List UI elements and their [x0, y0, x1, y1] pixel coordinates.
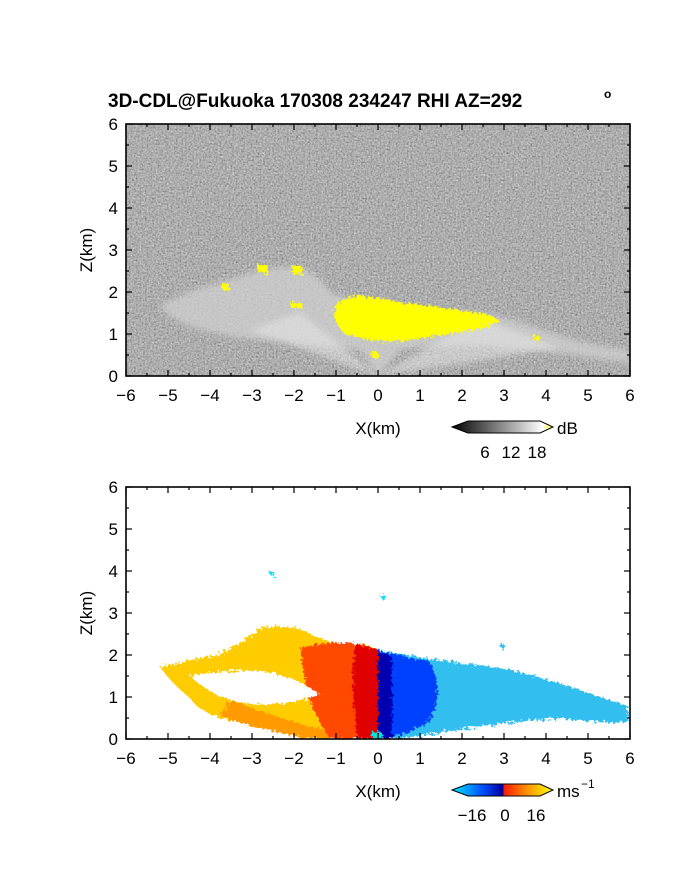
x-tick-label: −5 [158, 386, 177, 405]
x-tick-label: 3 [499, 386, 508, 405]
velocity-colorbar-tick: −16 [458, 806, 487, 825]
y-tick-label: 5 [109, 520, 118, 539]
velocity-panel: −6 −5 −4 −3 −2 −1 0 1 2 3 4 5 6 0 1 2 3 4 5 6 X(km) Z(km) m… [77, 478, 635, 825]
x-tick-label: −3 [242, 386, 261, 405]
x-tick-label: 1 [415, 749, 424, 768]
x-tick-label: −1 [326, 386, 345, 405]
y-tick-label: 0 [109, 730, 118, 749]
y-tick-label: 0 [109, 367, 118, 386]
velocity-isolated-pixel [270, 572, 275, 576]
intensity-colorbar-unit: dB [557, 419, 578, 438]
x-tick-label: −6 [116, 386, 135, 405]
x-tick-label: 0 [373, 386, 382, 405]
x-tick-label: 4 [541, 386, 550, 405]
x-tick-label: 6 [625, 386, 634, 405]
velocity-isolated-pixel [381, 595, 386, 599]
y-tick-label: 2 [109, 283, 118, 302]
title-degree-sup: o [604, 87, 611, 101]
velocity-colorbar-unit-sup: −1 [581, 777, 595, 791]
velocity-y-axis-label: Z(km) [77, 591, 96, 635]
intensity-x-axis-label: X(km) [355, 419, 400, 438]
y-tick-label: 1 [109, 688, 118, 707]
y-tick-label: 1 [109, 325, 118, 344]
velocity-receding-region [372, 650, 628, 739]
velocity-colorbar: ms −1 −16 0 16 [450, 777, 595, 825]
x-tick-label: −1 [326, 749, 345, 768]
y-tick-label: 3 [109, 241, 118, 260]
x-tick-label: −2 [284, 386, 303, 405]
y-tick-label: 2 [109, 646, 118, 665]
x-tick-label: 2 [457, 386, 466, 405]
velocity-x-axis-label: X(km) [355, 782, 400, 801]
x-tick-label: 2 [457, 749, 466, 768]
x-tick-label: −2 [284, 749, 303, 768]
x-tick-label: −3 [242, 749, 261, 768]
intensity-core [222, 265, 540, 358]
intensity-y-axis-label: Z(km) [77, 228, 96, 272]
y-tick-label: 6 [109, 478, 118, 497]
y-tick-label: 4 [109, 199, 118, 218]
x-tick-label: 0 [373, 749, 382, 768]
x-tick-label: 4 [541, 749, 550, 768]
x-tick-label: 3 [499, 749, 508, 768]
x-tick-label: 5 [583, 386, 592, 405]
x-tick-label: −4 [200, 749, 219, 768]
velocity-approaching-region [160, 626, 378, 739]
chart-title: 3D-CDL@Fukuoka 170308 234247 RHI AZ=292 [108, 91, 522, 112]
intensity-colorbar: dB 6 12 18 [450, 419, 578, 462]
y-tick-label: 6 [109, 115, 118, 134]
x-tick-label: −6 [116, 749, 135, 768]
velocity-isolated-pixel [500, 644, 504, 648]
y-tick-label: 3 [109, 604, 118, 623]
x-tick-label: 6 [625, 749, 634, 768]
x-tick-label: −5 [158, 749, 177, 768]
x-tick-label: 5 [583, 749, 592, 768]
y-tick-label: 4 [109, 562, 118, 581]
velocity-colorbar-tick: 0 [500, 806, 509, 825]
intensity-colorbar-tick: 6 [480, 443, 489, 462]
intensity-colorbar-tick: 12 [502, 443, 521, 462]
x-tick-label: −4 [200, 386, 219, 405]
velocity-colorbar-unit: ms [557, 782, 580, 801]
y-tick-label: 5 [109, 157, 118, 176]
x-tick-label: 1 [415, 386, 424, 405]
velocity-colorbar-tick: 16 [527, 806, 546, 825]
intensity-colorbar-tick: 18 [528, 443, 547, 462]
